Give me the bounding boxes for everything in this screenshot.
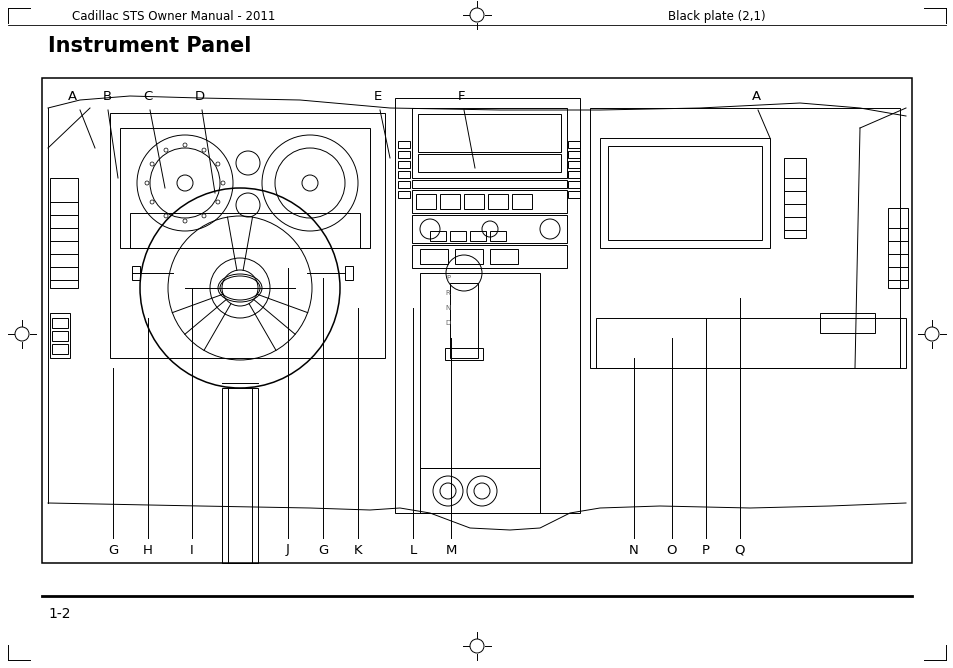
Bar <box>42 78 911 563</box>
Bar <box>397 151 410 158</box>
Bar <box>110 113 385 358</box>
Bar <box>450 283 477 358</box>
Bar <box>397 141 410 148</box>
Bar <box>419 468 539 513</box>
Text: B: B <box>102 90 112 102</box>
Bar <box>412 190 566 213</box>
Bar <box>412 245 566 268</box>
Bar <box>132 266 140 280</box>
Bar <box>417 114 560 152</box>
Text: H: H <box>143 544 152 556</box>
Bar <box>567 171 579 178</box>
Bar <box>345 266 353 280</box>
Bar <box>607 146 761 240</box>
Text: E: E <box>374 90 382 102</box>
Bar <box>397 161 410 168</box>
Bar <box>412 180 566 188</box>
Text: D: D <box>194 90 205 102</box>
Bar <box>439 194 459 209</box>
Text: D: D <box>445 320 450 326</box>
Bar <box>783 158 805 238</box>
Bar <box>395 98 579 513</box>
Bar <box>490 249 517 264</box>
Bar <box>430 231 446 241</box>
Bar <box>820 313 874 333</box>
Bar <box>416 194 436 209</box>
Bar <box>887 208 907 288</box>
Bar <box>52 331 68 341</box>
Text: 1-2: 1-2 <box>48 607 71 621</box>
Text: Cadillac STS Owner Manual - 2011: Cadillac STS Owner Manual - 2011 <box>71 9 275 23</box>
Bar <box>50 313 70 358</box>
Bar <box>444 348 482 360</box>
Bar <box>567 161 579 168</box>
Text: A: A <box>68 90 76 102</box>
Bar <box>50 178 78 288</box>
Bar <box>450 231 465 241</box>
Bar <box>512 194 532 209</box>
Bar <box>470 231 485 241</box>
Bar <box>397 171 410 178</box>
Text: L: L <box>409 544 416 556</box>
Bar <box>52 344 68 354</box>
Text: J: J <box>286 544 290 556</box>
Bar <box>455 249 482 264</box>
Text: P: P <box>701 544 709 556</box>
Bar <box>412 108 566 178</box>
Bar <box>488 194 507 209</box>
Text: Q: Q <box>734 544 744 556</box>
Bar <box>419 249 448 264</box>
Text: N: N <box>628 544 639 556</box>
Bar <box>397 181 410 188</box>
Bar <box>567 151 579 158</box>
Text: Instrument Panel: Instrument Panel <box>48 36 251 56</box>
Text: G: G <box>108 544 118 556</box>
Text: M: M <box>445 544 456 556</box>
Text: N: N <box>445 305 450 311</box>
Text: F: F <box>457 90 465 102</box>
Bar <box>599 138 769 248</box>
Bar <box>567 181 579 188</box>
Bar <box>490 231 505 241</box>
Bar <box>412 215 566 243</box>
Text: A: A <box>751 90 760 102</box>
Bar <box>120 128 370 248</box>
Bar <box>589 108 899 368</box>
Bar <box>130 213 359 248</box>
Bar <box>52 318 68 328</box>
Text: G: G <box>317 544 328 556</box>
Text: Black plate (2,1): Black plate (2,1) <box>667 9 765 23</box>
Text: C: C <box>143 90 152 102</box>
Text: I: I <box>190 544 193 556</box>
Bar <box>463 194 483 209</box>
Text: K: K <box>354 544 362 556</box>
Bar <box>596 318 905 368</box>
Text: P: P <box>445 275 450 281</box>
Bar <box>567 191 579 198</box>
Bar <box>567 141 579 148</box>
Bar <box>419 273 539 468</box>
Bar <box>397 191 410 198</box>
Text: O: O <box>666 544 677 556</box>
Bar <box>417 154 560 172</box>
Text: R: R <box>445 290 450 296</box>
Bar <box>222 388 257 563</box>
